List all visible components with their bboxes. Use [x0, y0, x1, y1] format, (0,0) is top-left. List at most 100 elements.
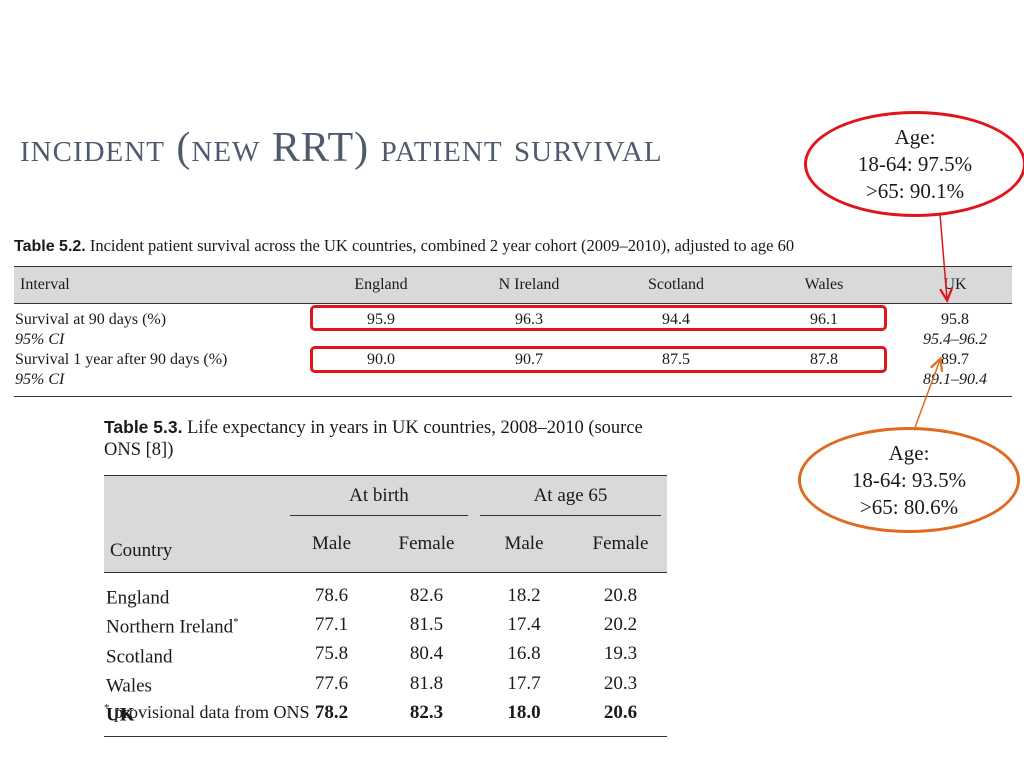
cell-value [456, 370, 602, 397]
table-5-2-label: Table 5.2. [14, 238, 86, 255]
cell-value: 19.3 [603, 643, 638, 665]
cell-value: 17.7 [507, 672, 541, 694]
header-at-birth-label: At birth [290, 477, 468, 516]
footnote-marker: * [233, 616, 239, 629]
header-female-birth: Female [379, 516, 474, 573]
table-row: Survival 1 year after 90 days (%) 90.0 9… [14, 350, 1012, 370]
table-row: Wales 77.6 81.8 17.7 20.3 [104, 669, 667, 698]
header-at-birth: At birth [284, 475, 474, 516]
cell-value: 18.0 [474, 698, 574, 737]
table-row-total: UK 78.2 82.3 18.0 20.6 [104, 698, 667, 737]
cell-value: 95.4–96.2 [923, 331, 987, 348]
cell-value: 94.4 [662, 311, 690, 328]
table-row: 95% CI 89.1–90.4 [14, 370, 1012, 397]
table-row: Survival at 90 days (%) 95.9 96.3 94.4 9… [14, 304, 1012, 331]
cell-value: 95.9 [367, 311, 395, 328]
slide-title: incident (new RRT) patient survival [20, 124, 663, 172]
header-at-age-65: At age 65 [474, 475, 667, 516]
cell-value: 96.1 [810, 311, 838, 328]
header-england: England [306, 266, 456, 304]
country-name: UK [106, 704, 135, 726]
title-part-3: ) patient survival [354, 125, 663, 171]
cell-value [750, 370, 898, 397]
header-country: Country [104, 516, 284, 573]
cell-value: 82.3 [379, 698, 474, 737]
header-male-65: Male [474, 516, 574, 573]
country-cell: Scotland [104, 640, 284, 669]
cell-value: 89.1–90.4 [898, 370, 1012, 397]
title-part-1: incident (new [20, 125, 272, 171]
callout-age-90-days: Age: 18-64: 97.5% >65: 90.1% [804, 111, 1024, 217]
country-cell: Northern Ireland* [104, 610, 284, 639]
table-5-3-caption-text: Life expectancy in years in UK countries… [104, 418, 643, 460]
cell-value: 75.8 [314, 643, 349, 665]
footnote-marker: * [104, 702, 110, 714]
table-row: 95% CI 95.4–96.2 [14, 330, 1012, 350]
country-name: England [106, 587, 170, 609]
header-male-birth: Male [284, 516, 379, 573]
cell-value: 87.8 [810, 351, 838, 368]
callout-line: >65: 90.1% [865, 178, 965, 203]
table-5-2-caption-text: Incident patient survival across the UK … [89, 236, 795, 255]
row-label: Survival 1 year after 90 days (%) [15, 351, 228, 368]
cell-value: 96.3 [515, 311, 543, 328]
header-wales: Wales [750, 266, 898, 304]
cell-value: 81.8 [409, 672, 444, 694]
cell-value: 80.4 [409, 643, 444, 665]
table-5-2-caption: Table 5.2. Incident patient survival acr… [14, 236, 794, 256]
cell-value: 20.2 [603, 613, 638, 635]
callout-line: >65: 80.6% [859, 494, 959, 519]
callout-line: Age: [888, 440, 930, 465]
cell-value: 78.2 [284, 698, 379, 737]
header-at-age-65-label: At age 65 [480, 477, 661, 516]
title-part-2: RRT [271, 125, 355, 171]
cell-value: 87.5 [662, 351, 690, 368]
cell-value: 20.3 [603, 672, 638, 694]
table-5-2-header-row: Interval England N Ireland Scotland Wale… [14, 266, 1012, 304]
header-empty [104, 475, 284, 516]
table-5-3-caption: Table 5.3. Life expectancy in years in U… [104, 416, 674, 461]
header-female-65: Female [574, 516, 667, 573]
callout-line: 18-64: 97.5% [857, 151, 973, 176]
country-cell: UK [104, 698, 284, 737]
highlight-box-1-year [310, 346, 887, 373]
highlight-box-90-days [310, 305, 887, 331]
country-name: Wales [106, 675, 152, 697]
country-cell: Wales [104, 669, 284, 698]
table-row: Scotland 75.8 80.4 16.8 19.3 [104, 640, 667, 669]
cell-value: 90.7 [515, 351, 543, 368]
table-row: England 78.6 82.6 18.2 20.8 [104, 573, 667, 611]
header-uk: UK [898, 266, 1012, 304]
cell-value: 81.5 [409, 613, 444, 635]
table-5-3-footnote: * provisional data from ONS [104, 702, 309, 723]
table-5-2: Interval England N Ireland Scotland Wale… [14, 266, 1012, 397]
cell-value: 89.7 [941, 351, 969, 368]
cell-value: 18.2 [507, 584, 541, 606]
country-cell: England [104, 573, 284, 611]
cell-value: 20.6 [574, 698, 667, 737]
cell-value [602, 370, 750, 397]
cell-value: 82.6 [409, 584, 444, 606]
table-5-3-header-row: Country Male Female Male Female [104, 516, 667, 573]
header-interval: Interval [14, 266, 306, 304]
cell-value: 78.6 [314, 584, 349, 606]
cell-value: 17.4 [507, 613, 541, 635]
table-5-3-label: Table 5.3. [104, 417, 183, 437]
cell-value: 20.8 [603, 584, 638, 606]
table-row: Northern Ireland* 77.1 81.5 17.4 20.2 [104, 610, 667, 639]
header-n-ireland: N Ireland [456, 266, 602, 304]
cell-value: 77.1 [314, 613, 349, 635]
country-name: Northern Ireland [106, 616, 234, 638]
footnote-text: provisional data from ONS [109, 702, 310, 722]
header-scotland: Scotland [602, 266, 750, 304]
table-5-3: At birth At age 65 Country Male Female M… [104, 475, 667, 737]
callout-line: 18-64: 93.5% [851, 467, 967, 492]
row-label: 95% CI [15, 331, 65, 348]
row-label: Survival at 90 days (%) [15, 311, 167, 328]
cell-value [306, 370, 456, 397]
callout-line: Age: [894, 124, 936, 149]
cell-value: 90.0 [367, 351, 395, 368]
cell-value: 77.6 [314, 672, 349, 694]
country-name: Scotland [106, 645, 173, 667]
table-5-3-group-header-row: At birth At age 65 [104, 475, 667, 516]
